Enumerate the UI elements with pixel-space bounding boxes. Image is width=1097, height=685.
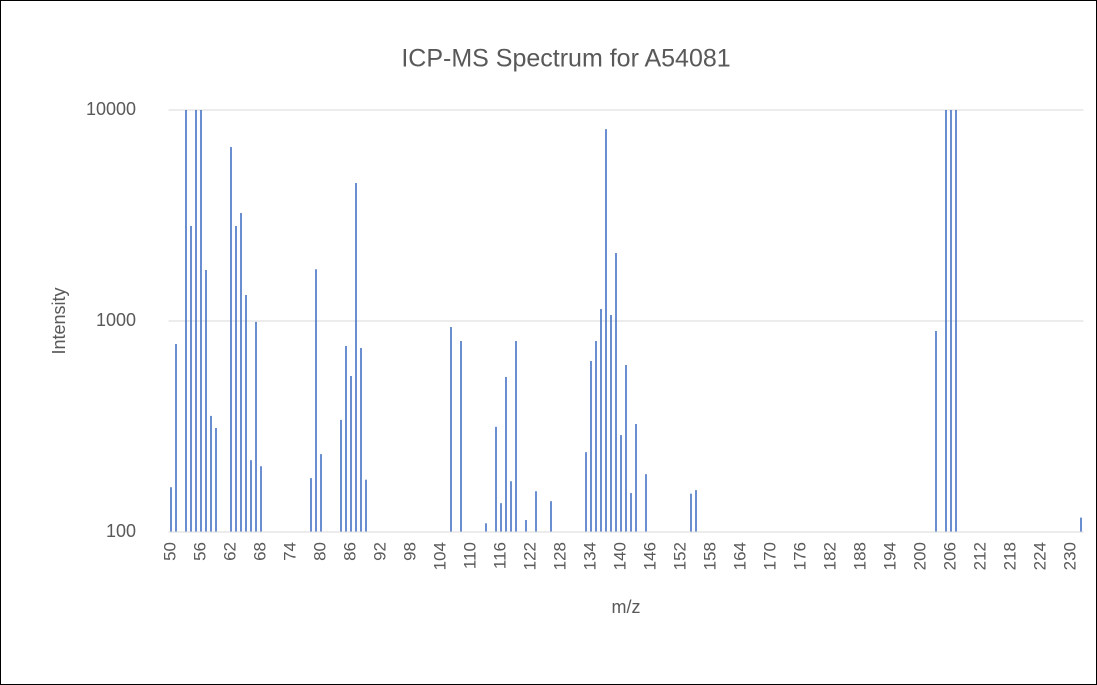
x-axis-label: m/z <box>612 597 641 617</box>
x-tick-label: 182 <box>820 542 839 570</box>
x-tick-label: 212 <box>970 542 989 570</box>
x-tick-label: 218 <box>1000 542 1019 570</box>
x-tick-label: 158 <box>700 542 719 570</box>
x-tick-label: 74 <box>280 542 299 561</box>
x-tick-label: 110 <box>460 542 479 569</box>
x-tick-label: 68 <box>250 542 269 561</box>
x-tick-label: 104 <box>430 542 449 570</box>
x-tick-label: 224 <box>1030 542 1049 570</box>
y-tick-label: 1000 <box>96 310 136 330</box>
x-tick-label: 170 <box>760 542 779 570</box>
x-tick-label: 164 <box>730 542 749 570</box>
x-tick-label: 134 <box>580 542 599 570</box>
x-tick-label: 230 <box>1060 542 1079 570</box>
y-axis-label: Intensity <box>49 287 69 354</box>
x-tick-label: 92 <box>370 542 389 561</box>
y-tick-label: 10000 <box>86 99 136 119</box>
x-tick-label: 176 <box>790 542 809 570</box>
x-tick-label: 62 <box>220 542 239 561</box>
x-tick-label: 194 <box>880 542 899 570</box>
x-tick-label: 80 <box>310 542 329 561</box>
x-tick-label: 140 <box>610 542 629 570</box>
x-tick-label: 86 <box>340 542 359 561</box>
x-tick-label: 146 <box>640 542 659 570</box>
x-tick-label: 122 <box>520 542 539 570</box>
x-tick-label: 200 <box>910 542 929 570</box>
x-tick-label: 206 <box>940 542 959 570</box>
x-tick-label: 50 <box>160 542 179 561</box>
chart-title: ICP-MS Spectrum for A54081 <box>401 45 730 73</box>
y-tick-label: 100 <box>106 521 136 541</box>
x-tick-label: 188 <box>850 542 869 570</box>
x-tick-label: 98 <box>400 542 419 561</box>
x-tick-label: 152 <box>670 542 689 570</box>
x-tick-label: 56 <box>190 542 209 561</box>
x-tick-label: 128 <box>550 542 569 570</box>
x-tick-label: 116 <box>490 542 509 569</box>
